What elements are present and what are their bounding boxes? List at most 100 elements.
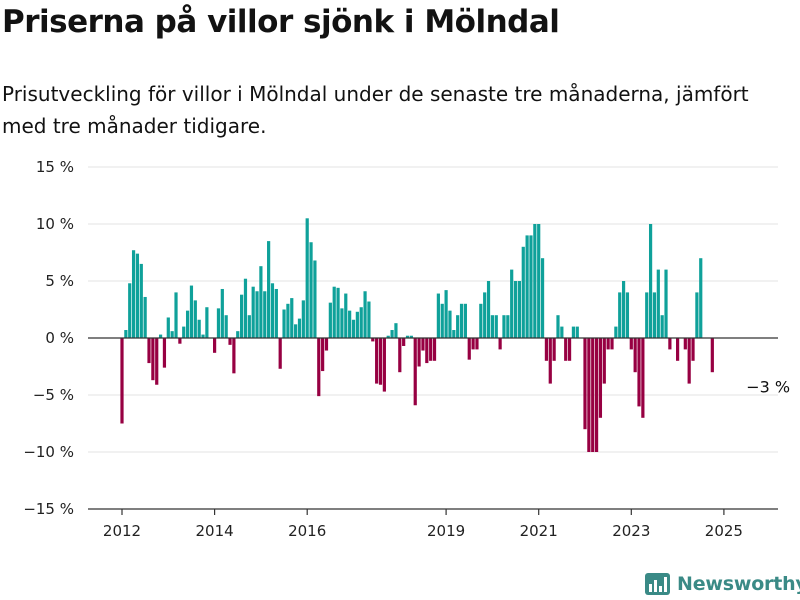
bar	[652, 292, 657, 338]
bar	[390, 330, 394, 338]
bar	[556, 315, 560, 338]
bar	[517, 281, 522, 338]
bar	[575, 326, 579, 338]
bar	[259, 266, 263, 338]
bar	[143, 296, 147, 338]
bar	[155, 338, 159, 385]
bar	[197, 319, 201, 338]
bar	[216, 308, 221, 338]
bar	[124, 330, 128, 338]
bar	[336, 287, 340, 338]
bar	[213, 338, 217, 353]
bar	[471, 338, 475, 350]
bar	[637, 338, 641, 407]
bar	[367, 301, 371, 338]
bar	[394, 323, 398, 338]
bar	[282, 309, 286, 338]
bar	[683, 338, 687, 350]
bar	[128, 283, 132, 338]
bar	[540, 258, 545, 338]
bar	[621, 281, 626, 338]
bar	[695, 292, 699, 338]
bar	[278, 338, 282, 369]
bar	[359, 307, 363, 338]
bar	[533, 224, 537, 338]
x-tick-label: 2023	[612, 522, 650, 540]
bar	[332, 286, 336, 338]
bar	[270, 283, 275, 338]
bar	[236, 331, 240, 338]
bar	[587, 338, 591, 452]
bar	[135, 253, 140, 338]
bar	[305, 218, 309, 338]
bar	[494, 315, 498, 338]
bar	[421, 338, 425, 351]
bar	[251, 286, 255, 338]
bar	[120, 338, 124, 424]
y-tick-label: −5 %	[33, 386, 74, 404]
bar	[371, 338, 375, 342]
bar	[243, 278, 248, 338]
bar	[417, 338, 421, 367]
bar	[158, 334, 163, 338]
bar	[544, 338, 549, 361]
bar	[687, 338, 691, 384]
bar	[475, 338, 479, 350]
bar	[432, 338, 437, 361]
bar	[606, 338, 610, 350]
bar	[676, 338, 680, 361]
bar	[525, 235, 529, 338]
bar	[564, 338, 568, 361]
bar	[498, 338, 502, 350]
gridlines	[88, 166, 778, 453]
bar	[502, 315, 506, 338]
bar	[529, 235, 533, 338]
bar	[405, 335, 410, 338]
bar	[340, 308, 344, 338]
bar	[182, 326, 186, 338]
bar	[382, 338, 386, 392]
bar	[691, 338, 695, 361]
bar	[355, 311, 359, 338]
y-axis-tick-labels: 15 % 10 % 5 % 0 % −5 % −10 % −15 %	[23, 158, 74, 518]
bar	[309, 242, 313, 338]
bar	[560, 326, 564, 338]
bar	[699, 258, 703, 338]
bar	[162, 338, 167, 368]
bar	[301, 300, 305, 338]
bar	[220, 288, 224, 338]
bar	[521, 246, 525, 338]
x-tick-label: 2019	[427, 522, 465, 540]
bar	[648, 224, 653, 338]
bar	[506, 315, 510, 338]
bar	[618, 292, 622, 338]
chart-subtitle: Prisutveckling för villor i Mölndal unde…	[2, 82, 749, 138]
bar	[510, 269, 514, 338]
bar	[594, 338, 599, 452]
bar	[402, 338, 406, 346]
bar	[363, 291, 367, 338]
bar	[317, 338, 321, 397]
bar	[537, 224, 541, 338]
bar	[625, 292, 630, 338]
bar	[436, 293, 440, 338]
bar	[193, 300, 197, 338]
bar	[571, 326, 576, 338]
y-tick-label: 5 %	[45, 272, 74, 290]
bar	[290, 298, 294, 338]
bar	[201, 334, 205, 338]
newsworthy-logo: Newsworthy	[645, 570, 800, 598]
y-tick-label: 10 %	[36, 215, 74, 233]
x-axis: 2012 2014 2016 2019 2021 2023 2025	[88, 508, 778, 540]
bar	[328, 302, 332, 338]
bar	[429, 338, 433, 361]
bar	[641, 338, 645, 418]
bar	[386, 335, 390, 338]
bar	[629, 338, 633, 350]
bar	[598, 338, 603, 418]
y-tick-label: −15 %	[23, 500, 74, 518]
last-value-annotation: −3 %	[746, 378, 790, 397]
bar	[174, 292, 178, 338]
bar	[255, 291, 259, 338]
bar	[645, 292, 649, 338]
